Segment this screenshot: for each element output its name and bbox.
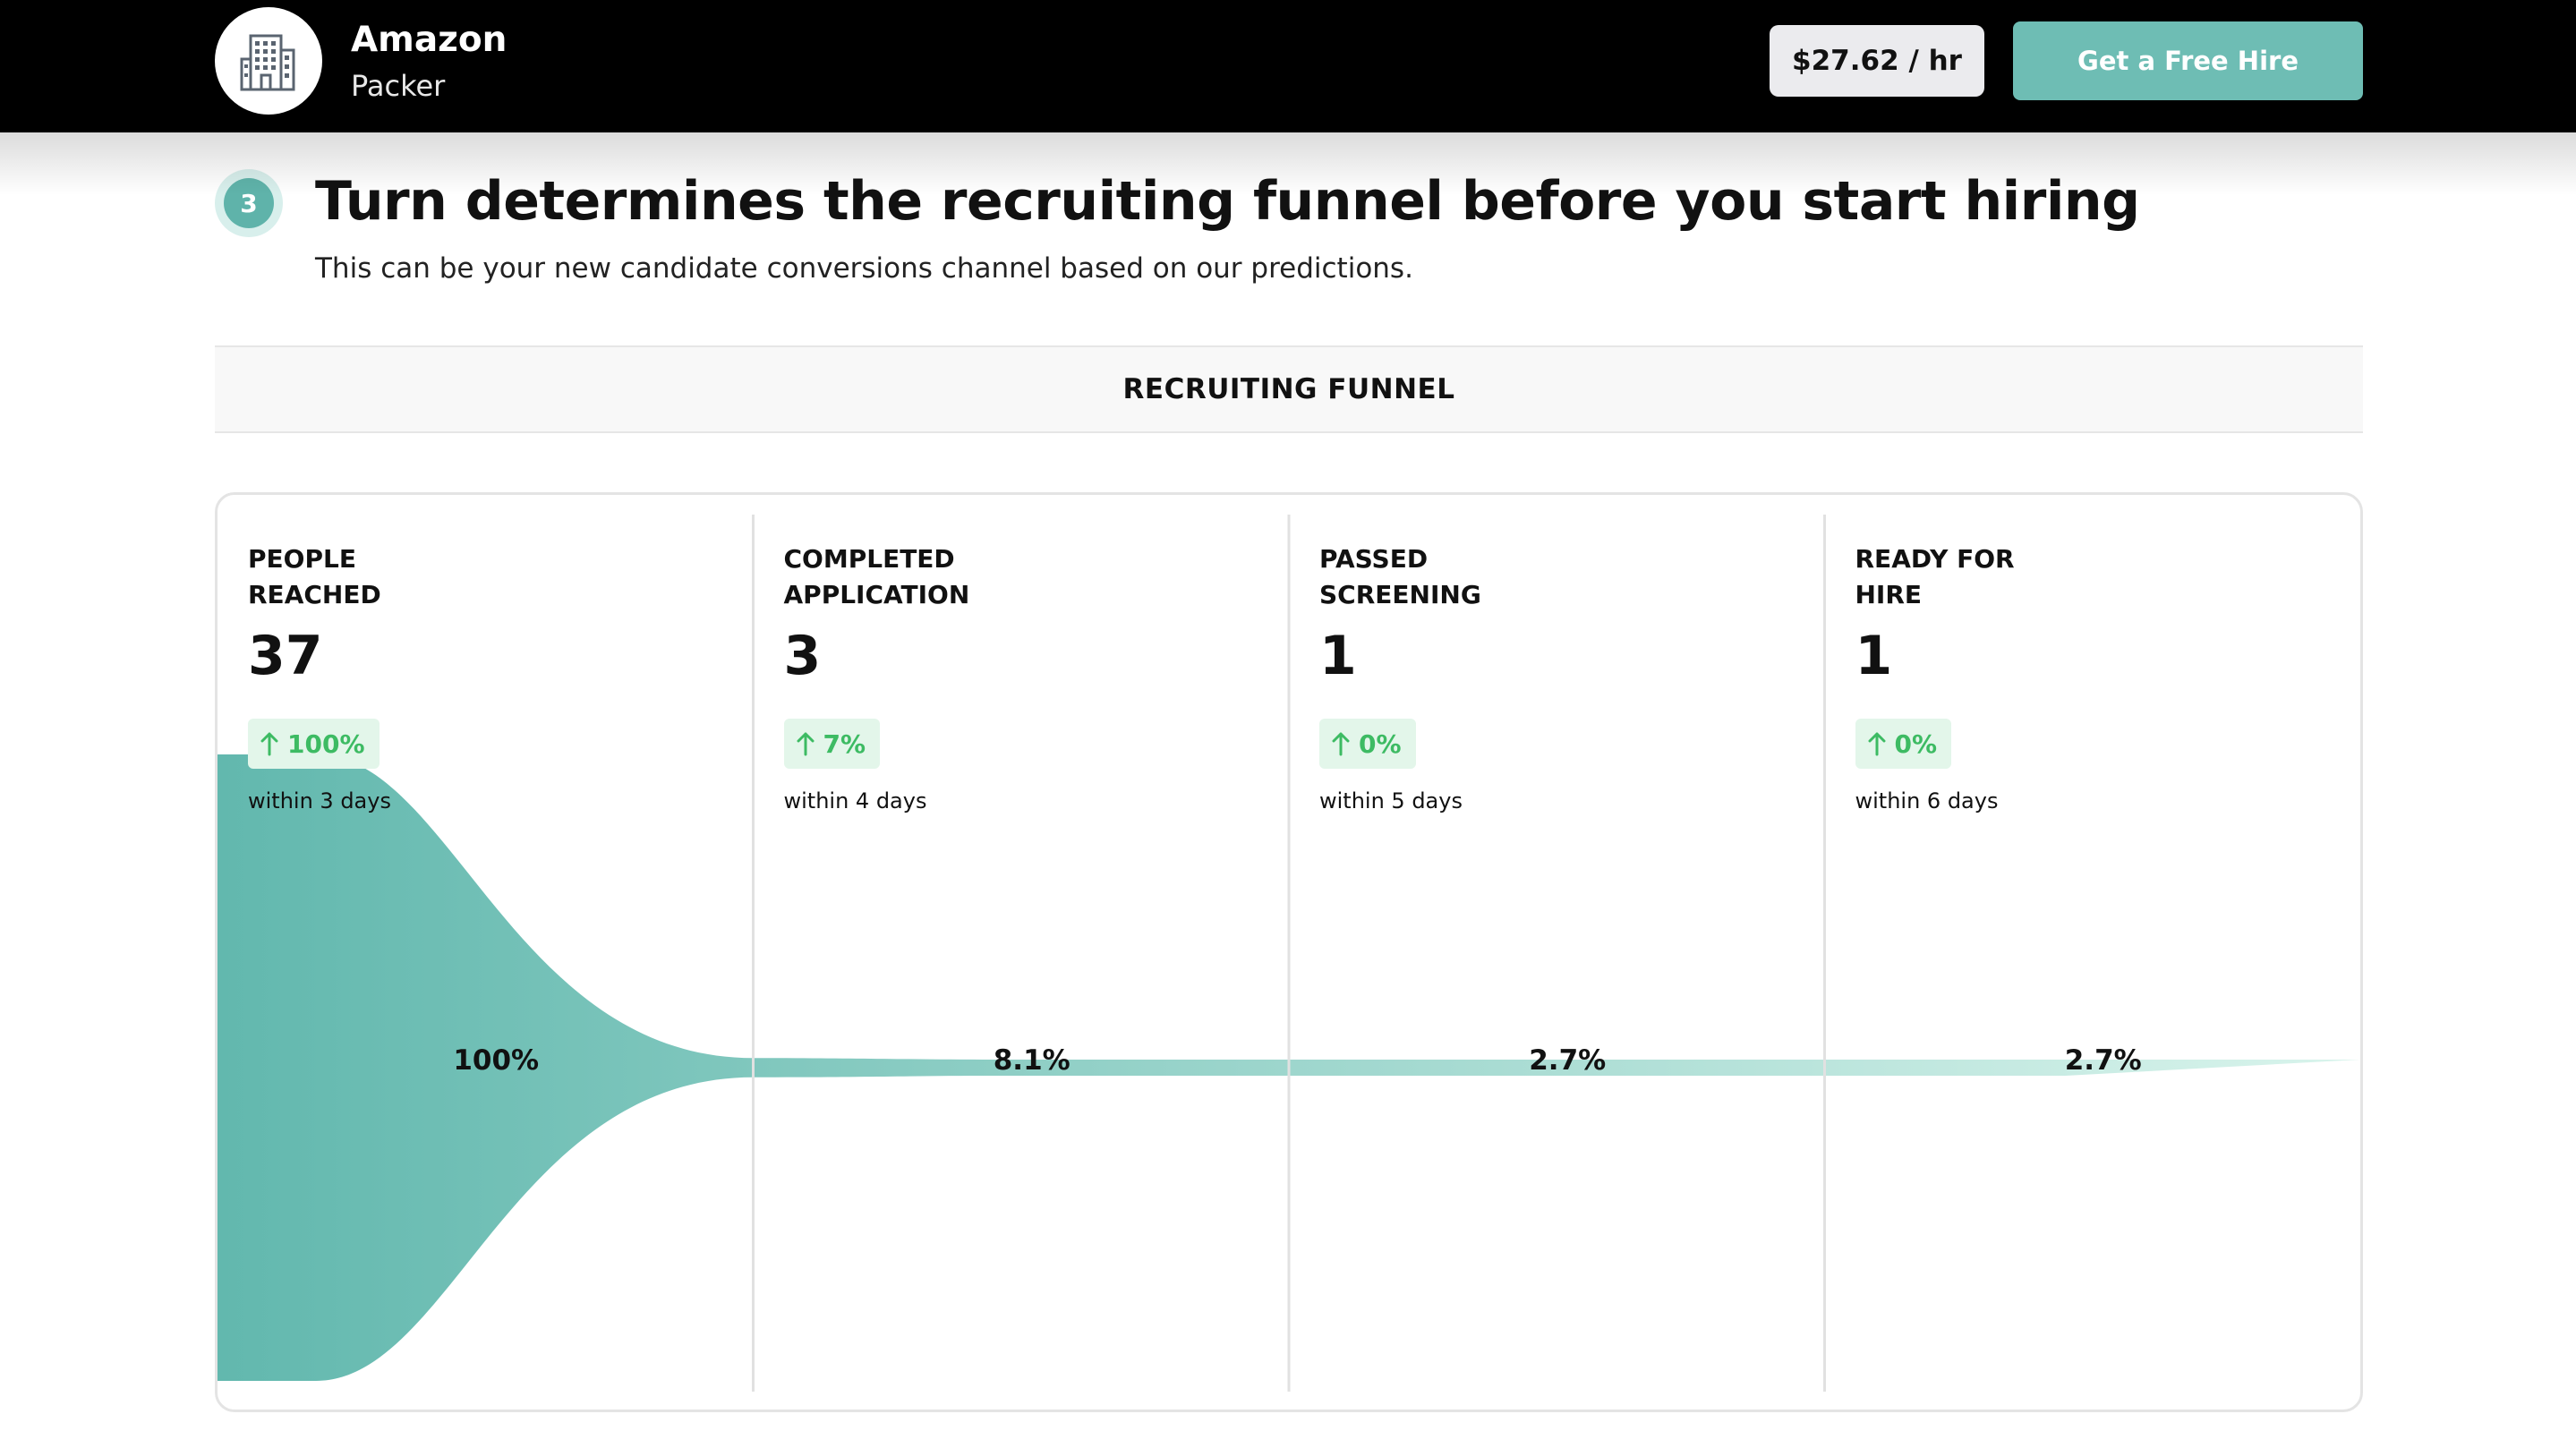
top-bar: Amazon Packer $27.62 / hr Get a Free Hir…	[0, 0, 2576, 132]
stage-time-window: within 6 days	[1855, 788, 1999, 813]
stage-count: 3	[783, 625, 822, 687]
funnel-heading: RECRUITING FUNNEL	[215, 345, 2363, 433]
stage-percent: 8.1%	[993, 1044, 1070, 1077]
job-title: Packer	[351, 69, 446, 103]
stage-label: PASSED SCREENING	[1319, 544, 1481, 609]
arrow-up-icon	[1332, 732, 1350, 756]
stage-time-window: within 4 days	[783, 788, 927, 813]
step-badge: 3	[215, 169, 283, 237]
funnel-card: PEOPLE REACHED 37 100% within 3 days 100% COMP…	[215, 492, 2363, 1412]
stage-delta-badge: 0%	[1319, 719, 1416, 769]
stage-count: 1	[1319, 625, 1357, 687]
header-shadow	[0, 132, 2576, 195]
arrow-up-icon	[797, 732, 814, 756]
company-name: Amazon	[351, 20, 508, 60]
stage-delta-value: 0%	[1894, 728, 1938, 759]
company-logo	[215, 7, 322, 115]
stage-time-window: within 3 days	[248, 788, 391, 813]
stage-delta-badge: 7%	[783, 719, 881, 769]
arrow-up-icon	[260, 732, 278, 756]
step-number: 3	[224, 178, 274, 228]
get-free-hire-button[interactable]: Get a Free Hire	[2013, 21, 2363, 100]
stage-percent: 2.7%	[2064, 1044, 2142, 1077]
funnel-stage: READY FOR HIRE 1 0% within 6 days 2.7%	[1825, 495, 2361, 1410]
stage-delta-badge: 0%	[1855, 719, 1952, 769]
arrow-up-icon	[1868, 732, 1885, 756]
stage-delta-value: 0%	[1359, 728, 1402, 759]
section-subtitle: This can be your new candidate conversio…	[315, 252, 1413, 285]
funnel-chart	[218, 515, 2360, 1392]
stage-delta-value: 7%	[823, 728, 866, 759]
wage-badge: $27.62 / hr	[1770, 25, 1984, 97]
section-title: Turn determines the recruiting funnel be…	[315, 170, 2140, 233]
stage-percent: 2.7%	[1529, 1044, 1607, 1077]
stage-count: 37	[248, 625, 323, 687]
stage-label: READY FOR HIRE	[1855, 544, 2015, 609]
stage-time-window: within 5 days	[1319, 788, 1463, 813]
funnel-stage: PEOPLE REACHED 37 100% within 3 days 100%	[218, 495, 754, 1410]
stage-count: 1	[1855, 625, 1893, 687]
stage-delta-badge: 100%	[248, 719, 380, 769]
building-icon	[240, 34, 295, 91]
stage-label: COMPLETED APPLICATION	[783, 544, 970, 609]
stage-label: PEOPLE REACHED	[248, 544, 381, 609]
funnel-stage: COMPLETED APPLICATION 3 7% within 4 days 8.1%	[754, 495, 1290, 1410]
stage-percent: 100%	[453, 1044, 540, 1077]
funnel-stage: PASSED SCREENING 1 0% within 5 days 2.7%	[1289, 495, 1825, 1410]
stage-delta-value: 100%	[287, 728, 365, 759]
